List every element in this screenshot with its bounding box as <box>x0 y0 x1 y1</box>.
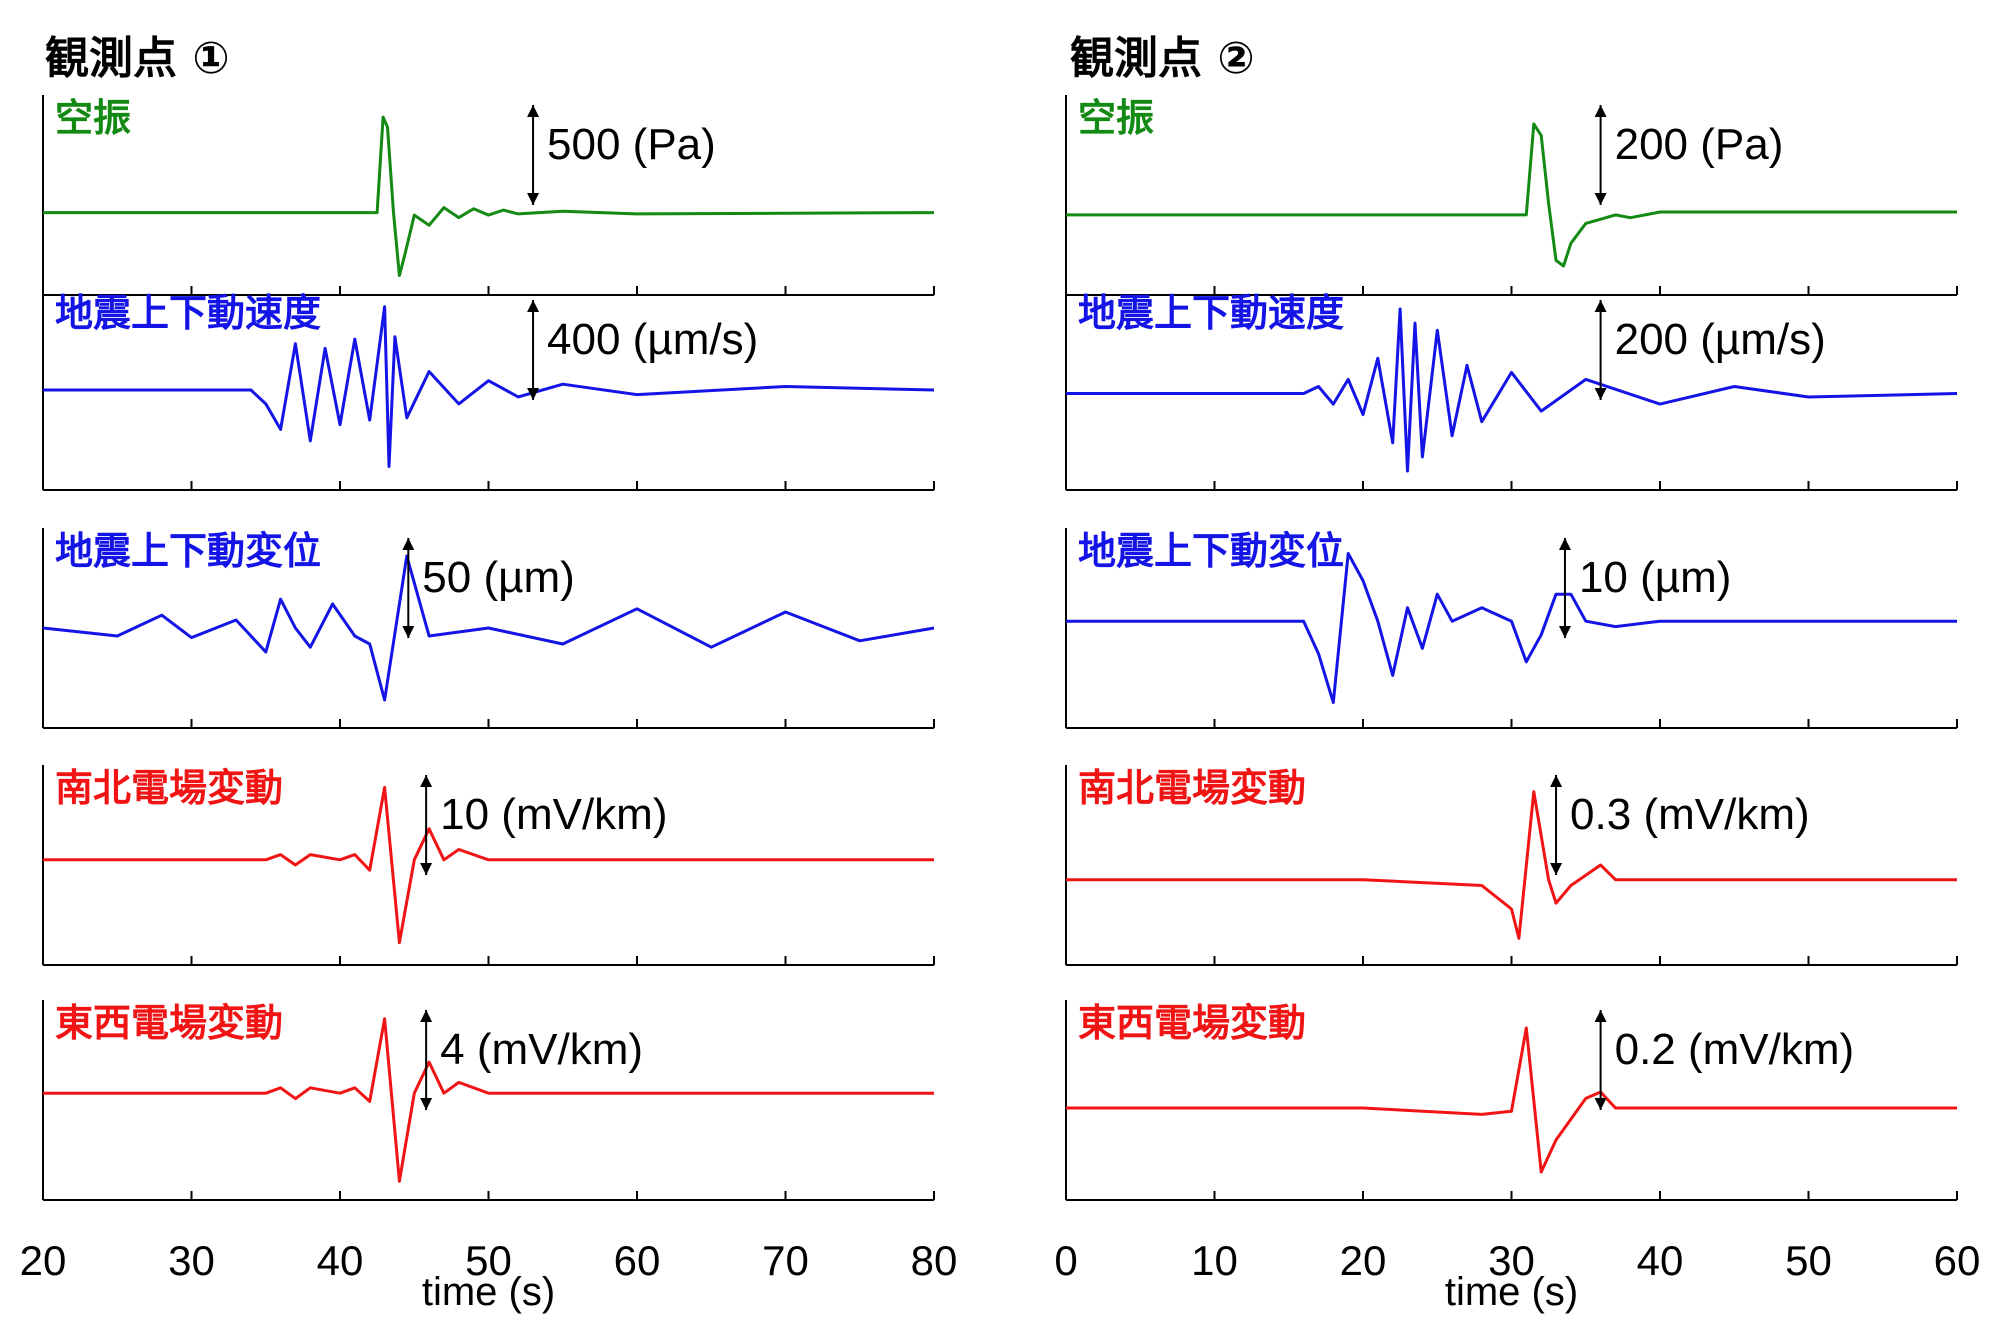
x-tick-label: 20 <box>19 1237 67 1284</box>
x-tick-label: 10 <box>1191 1237 1238 1284</box>
trace-line <box>43 1017 934 1183</box>
scale-label: 500 (Pa) <box>547 120 716 169</box>
panel-label: 南北電場変動 <box>55 766 284 810</box>
panel-label: 地震上下動速度 <box>55 291 322 335</box>
scale-label: 10 (µm) <box>1578 553 1732 602</box>
scale-arrow-down <box>1558 626 1571 638</box>
trace-line <box>43 305 935 468</box>
scale-arrow-up <box>1550 775 1563 787</box>
scale-arrow-down <box>420 1098 433 1110</box>
scale-label: 200 (µm/s) <box>1614 315 1826 364</box>
x-axis-title: time (s) <box>1444 1270 1579 1314</box>
scale-label: 0.3 (mV/km) <box>1570 790 1810 839</box>
x-tick-label: 60 <box>1933 1237 1981 1284</box>
trace-line <box>43 115 935 277</box>
trace-line <box>1066 307 1958 473</box>
x-tick-label: 40 <box>1636 1237 1684 1284</box>
site-title: 観測点 ① <box>45 33 230 84</box>
panel-label: 東西電場変動 <box>55 1001 284 1045</box>
x-tick-label: 40 <box>316 1237 364 1284</box>
x-tick-label: 30 <box>168 1237 215 1284</box>
scale-label: 200 (Pa) <box>1614 120 1784 169</box>
scale-arrow-up <box>402 538 415 550</box>
scale-arrow-down <box>1550 863 1563 875</box>
scale-arrow-down <box>1594 193 1607 205</box>
x-tick-label: 30 <box>1488 1237 1535 1284</box>
x-tick-label: 0 <box>1054 1237 1078 1284</box>
scale-arrow-up <box>420 1010 433 1022</box>
scale-label: 50 (µm) <box>422 553 575 602</box>
x-tick-label: 80 <box>910 1237 958 1284</box>
scale-label: 10 (mV/km) <box>440 790 668 839</box>
scale-label: 4 (mV/km) <box>440 1025 644 1074</box>
scale-arrow-down <box>402 626 415 638</box>
scale-arrow-up <box>527 300 540 312</box>
panel-label: 空振 <box>1078 96 1155 140</box>
scale-label: 400 (µm/s) <box>547 315 759 364</box>
scale-arrow-up <box>1558 538 1571 550</box>
panel-label: 南北電場変動 <box>1078 766 1307 810</box>
scale-arrow-up <box>1594 300 1607 312</box>
scale-arrow-up <box>527 105 540 117</box>
panel-label: 東西電場変動 <box>1078 1001 1307 1045</box>
scale-label: 0.2 (mV/km) <box>1614 1025 1855 1074</box>
scale-arrow-down <box>527 193 540 205</box>
trace-line <box>1066 122 1957 268</box>
trace-line <box>1066 552 1957 704</box>
x-axis-title: time (s) <box>421 1270 556 1314</box>
site-title: 観測点 ② <box>1070 33 1255 84</box>
scale-arrow-down <box>1594 1098 1607 1110</box>
scale-arrow-up <box>1594 105 1607 117</box>
panel-label: 地震上下動変位 <box>1078 529 1345 573</box>
panel-label: 地震上下動速度 <box>1078 291 1345 335</box>
x-tick-label: 50 <box>465 1237 512 1284</box>
x-tick-label: 70 <box>762 1237 809 1284</box>
trace-line <box>1066 790 1957 940</box>
scale-arrow-down <box>420 863 433 875</box>
trace-line <box>1066 1026 1957 1174</box>
trace-line <box>42 554 935 702</box>
scale-arrow-down <box>1594 388 1607 400</box>
x-tick-label: 60 <box>613 1237 661 1284</box>
x-tick-label: 20 <box>1339 1237 1387 1284</box>
panel-label: 地震上下動変位 <box>55 529 322 573</box>
trace-line <box>43 785 934 945</box>
x-tick-label: 50 <box>1785 1237 1832 1284</box>
scale-arrow-up <box>420 775 433 787</box>
scale-arrow-down <box>527 388 540 400</box>
scale-arrow-up <box>1594 1010 1607 1022</box>
panel-label: 空振 <box>55 96 132 140</box>
